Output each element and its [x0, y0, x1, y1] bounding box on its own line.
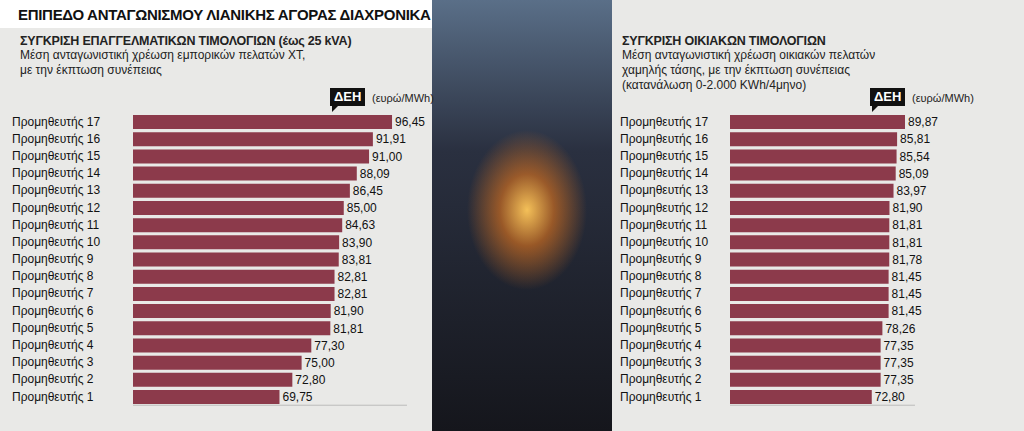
- svg-text:Προμηθευτής 11: Προμηθευτής 11: [620, 218, 708, 232]
- svg-text:81,81: 81,81: [892, 218, 922, 232]
- svg-text:81,81: 81,81: [892, 236, 922, 250]
- svg-text:91,00: 91,00: [372, 150, 402, 164]
- svg-text:81,81: 81,81: [333, 322, 363, 336]
- svg-text:Προμηθευτής 7: Προμηθευτής 7: [12, 286, 94, 300]
- svg-text:72,80: 72,80: [295, 373, 325, 387]
- svg-text:83,81: 83,81: [342, 253, 372, 267]
- html-text:(ευρώ/MWh): (ευρώ/MWh): [912, 92, 974, 104]
- svg-text:81,45: 81,45: [892, 304, 922, 318]
- svg-text:Προμηθευτής 3: Προμηθευτής 3: [12, 355, 94, 369]
- svg-text:Προμηθευτής 7: Προμηθευτής 7: [620, 286, 702, 300]
- html-text:Μέση ανταγωνιστική χρέωση οικι: Μέση ανταγωνιστική χρέωση οικιακών πελατ…: [622, 48, 876, 62]
- svg-text:Προμηθευτής 2: Προμηθευτής 2: [620, 372, 702, 386]
- html-text:ΣΥΓΚΡΙΣΗ ΟΙΚΙΑΚΩΝ ΤΙΜΟΛΟΓΙΩΝ: ΣΥΓΚΡΙΣΗ ΟΙΚΙΑΚΩΝ ΤΙΜΟΛΟΓΙΩΝ: [622, 34, 826, 48]
- svg-text:Προμηθευτής 16: Προμηθευτής 16: [12, 132, 100, 146]
- svg-text:88,09: 88,09: [360, 167, 390, 181]
- svg-text:Προμηθευτής 8: Προμηθευτής 8: [12, 269, 94, 283]
- svg-text:Προμηθευτής 6: Προμηθευτής 6: [12, 304, 94, 318]
- html-text:(κατανάλωση 0-2.000 KWh/4μηνο): (κατανάλωση 0-2.000 KWh/4μηνο): [622, 78, 807, 92]
- svg-text:91,91: 91,91: [376, 132, 406, 146]
- svg-text:72,80: 72,80: [875, 390, 905, 404]
- svg-text:Προμηθευτής 9: Προμηθευτής 9: [12, 252, 94, 266]
- html-text:ΔΕΗ: ΔΕΗ: [334, 89, 362, 104]
- svg-text:Προμηθευτής 3: Προμηθευτής 3: [620, 355, 702, 369]
- svg-text:84,63: 84,63: [345, 218, 375, 232]
- svg-text:Προμηθευτής 11: Προμηθευτής 11: [12, 218, 100, 232]
- svg-text:Προμηθευτής 10: Προμηθευτής 10: [12, 235, 100, 249]
- svg-text:89,87: 89,87: [908, 115, 938, 129]
- svg-text:Προμηθευτής 5: Προμηθευτής 5: [620, 321, 702, 335]
- svg-text:Προμηθευτής 15: Προμηθευτής 15: [12, 149, 100, 163]
- svg-text:83,97: 83,97: [897, 184, 927, 198]
- svg-text:Προμηθευτής 10: Προμηθευτής 10: [620, 235, 708, 249]
- svg-text:Προμηθευτής 1: Προμηθευτής 1: [620, 390, 702, 404]
- svg-text:81,90: 81,90: [334, 304, 364, 318]
- svg-text:96,45: 96,45: [395, 115, 425, 129]
- svg-text:Προμηθευτής 2: Προμηθευτής 2: [12, 372, 94, 386]
- svg-text:Προμηθευτής 8: Προμηθευτής 8: [620, 269, 702, 283]
- svg-text:Προμηθευτής 13: Προμηθευτής 13: [620, 183, 708, 197]
- svg-text:Προμηθευτής 5: Προμηθευτής 5: [12, 321, 94, 335]
- svg-text:Προμηθευτής 1: Προμηθευτής 1: [12, 390, 94, 404]
- svg-text:82,81: 82,81: [338, 270, 368, 284]
- html-text:χαμηλής τάσης, με την έκπτωση: χαμηλής τάσης, με την έκπτωση συνέπειας: [622, 63, 850, 77]
- svg-text:85,81: 85,81: [900, 132, 930, 146]
- svg-text:Προμηθευτής 12: Προμηθευτής 12: [620, 201, 708, 215]
- svg-text:83,90: 83,90: [342, 236, 372, 250]
- svg-text:81,45: 81,45: [892, 287, 922, 301]
- html-text:ΣΥΓΚΡΙΣΗ ΕΠΑΓΓΕΛΜΑΤΙΚΩΝ ΤΙΜΟΛΟ: ΣΥΓΚΡΙΣΗ ΕΠΑΓΓΕΛΜΑΤΙΚΩΝ ΤΙΜΟΛΟΓΙΩΝ (έως …: [20, 34, 352, 48]
- svg-text:69,75: 69,75: [282, 390, 312, 404]
- svg-text:Προμηθευτής 15: Προμηθευτής 15: [620, 149, 708, 163]
- svg-text:78,26: 78,26: [885, 322, 915, 336]
- svg-text:82,81: 82,81: [338, 287, 368, 301]
- html-text:με την έκπτωση συνέπειας: με την έκπτωση συνέπειας: [20, 63, 162, 77]
- svg-text:85,54: 85,54: [900, 150, 930, 164]
- svg-text:Προμηθευτής 4: Προμηθευτής 4: [620, 338, 702, 352]
- svg-text:77,35: 77,35: [884, 373, 914, 387]
- html-text:Μέση ανταγωνιστική χρέωση εμπο: Μέση ανταγωνιστική χρέωση εμπορικών πελα…: [20, 48, 306, 62]
- svg-text:Προμηθευτής 12: Προμηθευτής 12: [12, 201, 100, 215]
- html-text:ΔΕΗ: ΔΕΗ: [874, 89, 902, 104]
- svg-text:81,78: 81,78: [892, 253, 922, 267]
- html-text:(ευρώ/MWh): (ευρώ/MWh): [372, 92, 434, 104]
- svg-text:Προμηθευτής 13: Προμηθευτής 13: [12, 183, 100, 197]
- svg-text:Προμηθευτής 6: Προμηθευτής 6: [620, 304, 702, 318]
- svg-text:85,00: 85,00: [347, 201, 377, 215]
- svg-text:77,35: 77,35: [884, 339, 914, 353]
- svg-text:Προμηθευτής 9: Προμηθευτής 9: [620, 252, 702, 266]
- svg-text:Προμηθευτής 4: Προμηθευτής 4: [12, 338, 94, 352]
- svg-text:86,45: 86,45: [353, 184, 383, 198]
- svg-text:77,30: 77,30: [314, 339, 344, 353]
- svg-text:77,35: 77,35: [884, 356, 914, 370]
- svg-text:Προμηθευτής 17: Προμηθευτής 17: [620, 115, 708, 129]
- svg-text:75,00: 75,00: [305, 356, 335, 370]
- svg-text:85,09: 85,09: [899, 167, 929, 181]
- svg-text:Προμηθευτής 14: Προμηθευτής 14: [12, 166, 100, 180]
- svg-text:81,45: 81,45: [892, 270, 922, 284]
- svg-text:81,90: 81,90: [892, 201, 922, 215]
- svg-text:Προμηθευτής 14: Προμηθευτής 14: [620, 166, 708, 180]
- svg-text:Προμηθευτής 17: Προμηθευτής 17: [12, 115, 100, 129]
- svg-text:Προμηθευτής 16: Προμηθευτής 16: [620, 132, 708, 146]
- html-text:ΕΠΙΠΕΔΟ ΑΝΤΑΓΩΝΙΣΜΟΥ ΛΙΑΝΙΚΗΣ: ΕΠΙΠΕΔΟ ΑΝΤΑΓΩΝΙΣΜΟΥ ΛΙΑΝΙΚΗΣ ΑΓΟΡΑΣ ΔΙΑ…: [18, 6, 431, 23]
